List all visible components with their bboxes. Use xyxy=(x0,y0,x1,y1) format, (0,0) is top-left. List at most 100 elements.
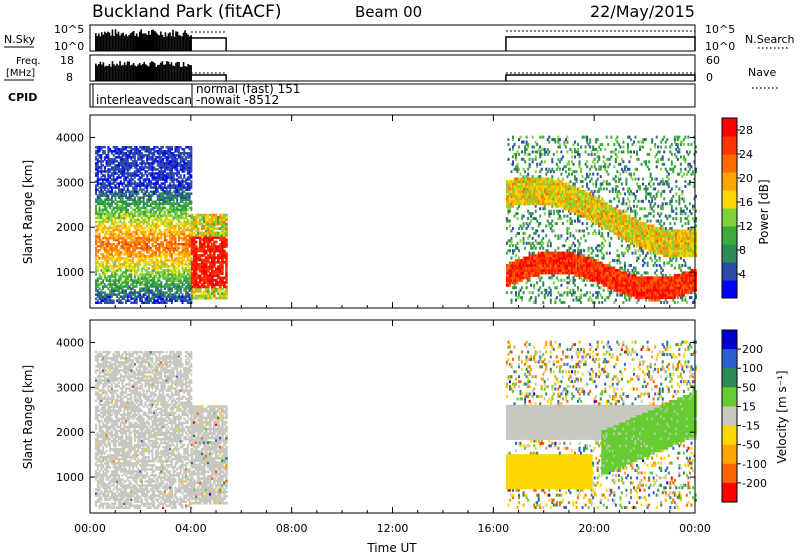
power-cell xyxy=(170,210,173,214)
power-cell xyxy=(176,188,179,191)
power-cell xyxy=(147,145,150,149)
power-cell xyxy=(140,246,143,250)
power-cell xyxy=(139,145,142,149)
power-cell xyxy=(130,176,133,179)
power-cell xyxy=(551,256,554,260)
freq-bar xyxy=(138,63,141,81)
power-cell xyxy=(155,244,158,248)
power-cell xyxy=(534,271,537,275)
power-cell xyxy=(174,259,177,262)
power-cell xyxy=(202,265,206,269)
power-cell xyxy=(185,242,188,246)
power-cell xyxy=(144,283,147,286)
power-cell xyxy=(125,158,128,161)
power-cell xyxy=(162,164,165,167)
power-cell xyxy=(183,158,186,161)
power-cell xyxy=(135,164,138,167)
power-cell xyxy=(185,156,188,159)
power-cell xyxy=(123,154,126,157)
power-cell xyxy=(112,168,115,171)
power-cell xyxy=(98,283,101,286)
power-cell xyxy=(95,162,98,165)
power-cell xyxy=(194,227,198,230)
power-cell xyxy=(149,172,152,175)
power-cell xyxy=(156,301,159,305)
power-cell xyxy=(119,147,122,151)
power-cell xyxy=(116,204,119,208)
power-cell xyxy=(551,175,554,179)
power-cell xyxy=(221,292,224,296)
power-cell xyxy=(167,289,170,292)
power-cell xyxy=(155,218,158,222)
power-cell xyxy=(543,177,546,181)
power-cell xyxy=(167,234,170,238)
power-cell xyxy=(119,291,122,294)
power-cell xyxy=(165,164,168,167)
power-cell xyxy=(147,196,150,199)
power-cell xyxy=(98,204,101,208)
power-cell xyxy=(511,189,514,193)
power-cell xyxy=(170,242,173,246)
power-cell xyxy=(190,160,193,163)
freq-step xyxy=(190,74,227,81)
power-cell xyxy=(183,259,186,262)
power-cell xyxy=(105,154,108,157)
power-cell xyxy=(530,256,533,260)
power-cell xyxy=(188,194,191,197)
power-cell xyxy=(527,143,530,147)
power-cell xyxy=(158,283,161,286)
power-cell xyxy=(545,189,548,193)
power-cell xyxy=(153,301,156,305)
power-cell xyxy=(107,228,110,232)
power-cell xyxy=(112,200,115,204)
power-cell xyxy=(202,272,206,275)
power-cell xyxy=(128,273,131,276)
power-cell xyxy=(130,265,133,268)
freq-bar xyxy=(170,62,173,81)
power-cell xyxy=(204,281,208,284)
power-cell xyxy=(110,220,113,224)
power-cell xyxy=(102,295,105,298)
power-cell xyxy=(132,174,135,177)
power-cell xyxy=(527,236,530,240)
power-cell xyxy=(126,257,129,260)
power-cell xyxy=(116,279,119,282)
power-cell xyxy=(554,189,557,193)
nsky-bar xyxy=(184,30,186,51)
power-cell xyxy=(177,295,180,298)
power-cell xyxy=(522,199,525,203)
power-cell xyxy=(170,253,173,256)
power-cell xyxy=(117,236,120,240)
power-cell xyxy=(176,259,179,262)
power-cell xyxy=(206,236,210,239)
power-cell xyxy=(123,166,126,169)
power-cell xyxy=(165,259,168,262)
power-cell xyxy=(172,210,175,214)
power-cell xyxy=(542,182,545,186)
power-cell xyxy=(158,236,161,240)
power-cell xyxy=(549,212,552,216)
power-cell xyxy=(119,172,122,175)
power-cell xyxy=(160,208,163,212)
power-cell xyxy=(119,152,122,155)
power-cell xyxy=(190,200,193,204)
power-cell xyxy=(172,281,175,284)
power-cell xyxy=(107,279,110,282)
power-cell xyxy=(100,253,103,256)
power-cell xyxy=(188,222,191,226)
power-cell xyxy=(156,279,159,282)
nsky-bar xyxy=(155,32,158,51)
power-cell xyxy=(537,256,540,260)
power-cell xyxy=(179,212,182,216)
power-cell xyxy=(103,283,106,286)
power-cell xyxy=(126,176,129,179)
power-cell xyxy=(505,194,508,198)
power-cell xyxy=(533,185,536,188)
power-cell xyxy=(186,172,189,175)
power-cell xyxy=(144,236,147,240)
power-cell xyxy=(147,236,150,240)
power-cell xyxy=(507,204,510,208)
power-cell xyxy=(109,226,112,230)
power-cell xyxy=(117,196,120,199)
power-cell xyxy=(107,220,110,224)
